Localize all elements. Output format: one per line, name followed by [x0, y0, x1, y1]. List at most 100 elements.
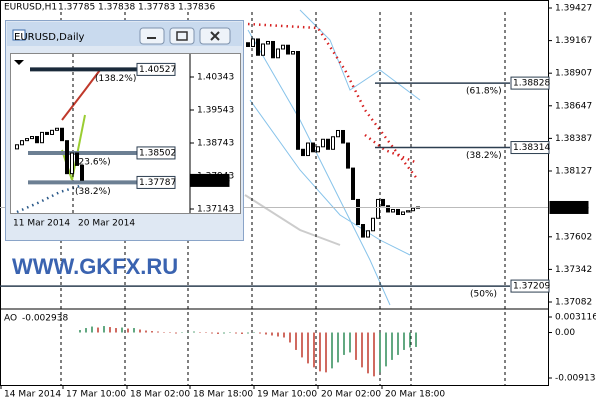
candle [70, 152, 74, 175]
fibo-value: 1.38314 [513, 143, 550, 153]
candle [401, 211, 405, 215]
fibo-value-box [510, 76, 550, 90]
x-tick-label: 20 Mar 18:00 [385, 390, 445, 400]
x-tick-label: 11 Mar 2014 [13, 219, 70, 229]
fibo-percent: (61.8%) [466, 87, 502, 97]
fibo-value-box [136, 175, 176, 189]
window-icon [12, 29, 26, 41]
y-tick-label: 1.38647 [555, 101, 592, 111]
header-price: 1.37838 [98, 3, 135, 13]
candle [316, 146, 320, 153]
candle [20, 140, 24, 146]
fibo-percent: (38.2%) [75, 187, 111, 197]
fibo-value-box [136, 146, 176, 160]
candle [411, 207, 415, 212]
y-tick-label: 1.39167 [555, 36, 592, 46]
x-tick-label: 14 Mar 2014 [4, 390, 61, 400]
y-tick-label: 1.38907 [555, 69, 592, 79]
maximize-button[interactable] [169, 27, 195, 45]
candle [80, 164, 84, 181]
candle [251, 38, 255, 47]
candle [386, 205, 390, 213]
y-tick-label: 1.40343 [197, 73, 234, 83]
candle [276, 48, 280, 59]
candle [321, 138, 325, 148]
candle [381, 198, 385, 207]
candle [341, 129, 345, 144]
ao-last: -0.002938 [22, 314, 68, 324]
candle [351, 167, 355, 200]
y-tick-label: 1.38127 [555, 166, 592, 176]
candle [346, 142, 350, 169]
candle [75, 152, 79, 166]
candle [271, 40, 275, 59]
watermark: WWW.GKFX.RU [12, 254, 178, 279]
candle [45, 131, 49, 135]
ao-name: AO [4, 314, 17, 324]
candle [246, 42, 250, 47]
y-tick-label: 1.39543 [197, 106, 234, 116]
candle [30, 136, 34, 140]
candle [326, 138, 330, 150]
candle [266, 40, 270, 45]
fibo-value: 1.37209 [513, 282, 550, 292]
maximize-icon [176, 31, 188, 41]
y-tick-label: 1.37342 [555, 265, 592, 275]
fibo-percent: (23.6%) [75, 157, 111, 167]
indicators [244, 9, 421, 306]
candle [65, 140, 69, 175]
candle [356, 198, 360, 226]
candle [286, 44, 290, 55]
minimize-button[interactable] [139, 27, 165, 45]
fibo-percent: (38.2%) [466, 151, 502, 161]
y-tick-label: 0.00 [555, 328, 575, 338]
candle [281, 44, 285, 50]
y-tick-label: 1.38387 [555, 134, 592, 144]
trend-line [61, 69, 101, 121]
y-tick-label: 1.39427 [555, 4, 592, 14]
header-symbol: EURUSD,H1 [4, 3, 57, 13]
candle [15, 144, 19, 150]
candle [40, 131, 44, 144]
header-price: 1.37785 [58, 3, 95, 13]
fibo-value-box [136, 62, 176, 76]
x-tick-label: 20 Mar 2014 [78, 219, 135, 229]
candle [55, 127, 59, 131]
candle [336, 129, 340, 138]
candle [256, 38, 260, 56]
x-tick-label: 19 Mar 10:00 [257, 390, 317, 400]
candle [50, 129, 54, 135]
candle [306, 142, 310, 157]
mid-band [249, 99, 411, 256]
candle [60, 127, 64, 142]
y-tick-label: 1.37143 [197, 205, 234, 215]
current-price-box [549, 200, 589, 214]
candle [331, 136, 335, 150]
y-tick-label: 1.37082 [555, 298, 592, 308]
y-tick-label: 1.37602 [555, 232, 592, 242]
candle [391, 208, 395, 213]
scroll-marker [14, 60, 24, 65]
current-price: 1.37836 [552, 203, 589, 213]
fibo-value: 1.38828 [513, 79, 550, 89]
candle [376, 198, 380, 219]
candle [296, 51, 300, 150]
current-price-box [190, 173, 230, 187]
fibo-value-box [510, 279, 550, 293]
candle [366, 230, 370, 238]
candle [406, 210, 410, 213]
x-tick-label: 18 Mar 02:00 [130, 390, 190, 400]
lower-band [247, 29, 391, 306]
y-tick-label: 1.38743 [197, 139, 234, 149]
candle [361, 224, 365, 238]
header-price: 1.37836 [178, 3, 215, 13]
y-tick-label: -0.009134 [555, 374, 596, 384]
fibo-percent: (138.2%) [95, 74, 136, 84]
chart-frame [0, 0, 549, 386]
candle [371, 217, 375, 232]
current-price: 1.37836 [193, 176, 230, 186]
x-tick-label: 20 Mar 02:00 [321, 390, 381, 400]
x-tick-label: 17 Mar 10:00 [66, 390, 126, 400]
